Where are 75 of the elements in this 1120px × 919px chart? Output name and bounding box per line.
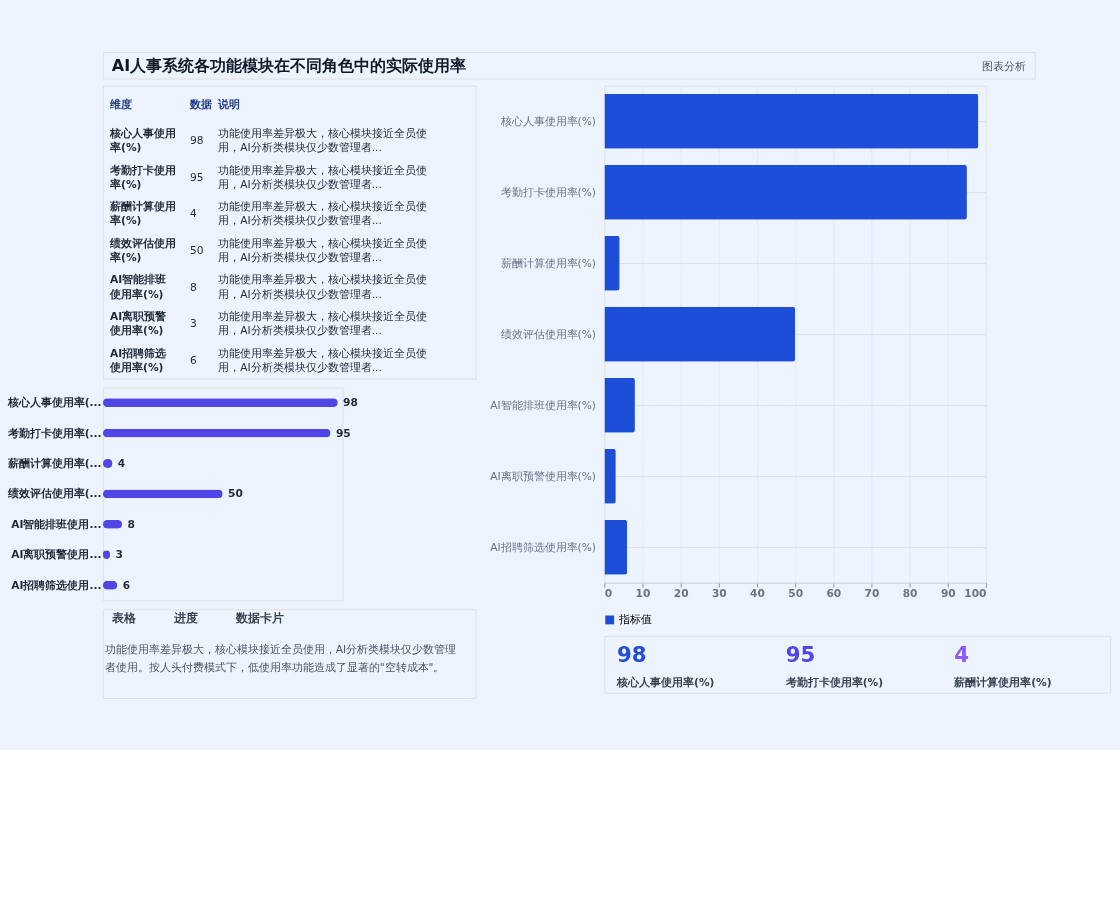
data-label: 4 xyxy=(954,641,970,667)
y-tick-label: 核心人事使用率(%) xyxy=(499,114,596,128)
text: 功能使用率差异极大，核心模块接近全员使用，AI分析类模块仅少数管理者... xyxy=(218,310,428,338)
y-tick-label: 绩效评估使用率(%) xyxy=(500,327,596,341)
text: 功能使用率差异极大，核心模块接近全员使用，AI分析类模块仅少数管理者使用。按人头付费模式下，低使用率功能造成了显著的"空转成本"。 xyxy=(104,642,457,674)
data-label: 95 xyxy=(189,170,204,184)
text: 功能使用率差异极大，核心模块接近全员使用，AI分析类模块仅少数管理者... xyxy=(218,163,428,191)
data-label: 6 xyxy=(189,353,197,367)
x-tick-label: 10 xyxy=(635,587,651,601)
bar xyxy=(604,235,620,291)
data-label: 98 xyxy=(189,134,204,148)
text: 功能使用率差异极大，核心模块接近全员使用，AI分析类模块仅少数管理者... xyxy=(218,127,428,155)
text: 进度 xyxy=(172,610,198,625)
data-label: 95 xyxy=(785,641,816,667)
x-tick-label: 80 xyxy=(902,587,918,601)
bar xyxy=(604,93,979,149)
text: 功能使用率差异极大，核心模块接近全员使用，AI分析类模块仅少数管理者... xyxy=(218,236,428,265)
data-label: 50 xyxy=(189,243,204,257)
text: 数据 xyxy=(188,97,212,111)
y-tick-label: 考勤打卡使用率(%) xyxy=(500,185,596,199)
bar xyxy=(604,519,628,575)
text: 功能使用率差异极大，核心模块接近全员使用，AI分析类模块仅少数管理者... xyxy=(218,273,428,301)
legend-label: 指标值 xyxy=(617,613,652,627)
y-tick-label: 考勤打卡使用率(... xyxy=(6,426,102,440)
x-tick-label: 20 xyxy=(673,587,689,601)
x-tick-label: 60 xyxy=(826,587,842,601)
data-label: 3 xyxy=(115,548,123,562)
data-label: 4 xyxy=(117,457,126,471)
category-label: 薪酬计算使用率(%) xyxy=(109,200,177,228)
category-label: 绩效评估使用率(%) xyxy=(109,236,177,265)
data-label: 8 xyxy=(127,517,135,531)
data-label: 3 xyxy=(189,317,197,331)
text: 数据卡片 xyxy=(235,610,285,625)
x-tick-label: 30 xyxy=(711,587,727,601)
category-label: AI离职预警使用率(%) xyxy=(109,310,167,338)
text: 图表分析 xyxy=(981,59,1026,73)
x-tick-label: 40 xyxy=(750,587,765,601)
text: 维度 xyxy=(109,97,133,111)
y-tick-label: AI智能排班使用... xyxy=(11,517,102,531)
x-tick-label: 90 xyxy=(940,587,956,601)
category-label: AI智能排班使用率(%) xyxy=(109,273,167,301)
y-tick-label: 薪酬计算使用率(%) xyxy=(500,256,596,270)
category-label: AI招聘筛选使用率(%) xyxy=(109,346,167,374)
y-tick-label: 绩效评估使用率(... xyxy=(6,487,102,501)
data-label: 8 xyxy=(189,280,197,294)
category-label: 考勤打卡使用率(%) xyxy=(109,163,177,191)
data-label: 4 xyxy=(189,207,197,221)
category-label: 薪酬计算使用率(%) xyxy=(953,675,1052,689)
bar xyxy=(604,377,635,433)
category-label: 考勤打卡使用率(%) xyxy=(784,675,883,689)
x-tick-label: 0 xyxy=(604,587,613,601)
text: 功能使用率差异极大，核心模块接近全员使用，AI分析类模块仅少数管理者... xyxy=(218,346,428,374)
text: 功能使用率差异极大，核心模块接近全员使用，AI分析类模块仅少数管理者... xyxy=(218,200,428,228)
text: AI人事系统各功能模块在不同角色中的实际使用率 xyxy=(111,55,467,75)
x-tick-label: 70 xyxy=(864,587,880,601)
category-label: 核心人事使用率(%) xyxy=(616,675,715,689)
y-tick-label: AI招聘筛选使用率(%) xyxy=(490,540,596,554)
data-label: 98 xyxy=(343,396,358,410)
data-label: 6 xyxy=(122,578,131,592)
bar xyxy=(604,164,967,220)
y-tick-label: AI招聘筛选使用... xyxy=(11,578,102,592)
text: 表格 xyxy=(110,610,137,625)
text: 说明 xyxy=(217,97,241,111)
x-tick-label: 100 xyxy=(964,587,987,601)
category-label: 核心人事使用率(%) xyxy=(109,127,177,155)
bar xyxy=(604,306,796,362)
data-label: 98 xyxy=(617,641,647,667)
y-tick-label: AI离职预警使用... xyxy=(11,548,102,562)
y-tick-label: 核心人事使用率(... xyxy=(6,396,102,410)
y-tick-label: AI智能排班使用率(%) xyxy=(490,398,596,412)
y-tick-label: AI离职预警使用率(%) xyxy=(490,469,596,483)
data-label: 95 xyxy=(335,426,351,440)
data-label: 50 xyxy=(228,487,243,501)
x-tick-label: 50 xyxy=(788,587,804,601)
y-tick-label: 薪酬计算使用率(... xyxy=(6,457,102,471)
